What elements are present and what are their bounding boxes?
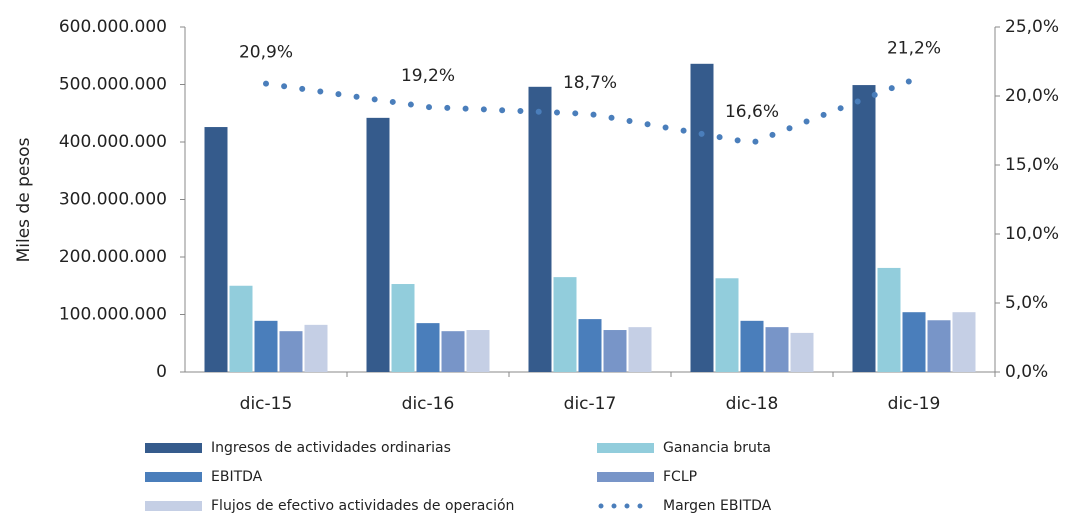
legend-label: FCLP: [663, 469, 697, 485]
bar: [927, 320, 951, 372]
data-label: 19,2%: [401, 66, 455, 86]
y2-tick-label: 5,0%: [1005, 293, 1048, 313]
bar: [578, 319, 602, 372]
bar: [254, 320, 278, 372]
legend-label: Flujos de efectivo actividades de operac…: [211, 498, 514, 514]
legend-label: EBITDA: [211, 469, 263, 485]
line: [263, 76, 917, 147]
y-tick-label: 600.000.000: [59, 17, 167, 37]
legend-swatch: [145, 501, 202, 511]
bar: [229, 285, 253, 372]
x-tick-label: dic-16: [402, 394, 455, 414]
bar: [877, 267, 901, 372]
bar: [715, 278, 739, 372]
bar: [416, 323, 440, 372]
bar: [902, 312, 926, 372]
bar: [553, 277, 577, 372]
data-label: 18,7%: [563, 73, 617, 93]
bar: [952, 312, 976, 372]
y2-tick-label: 25,0%: [1005, 17, 1059, 37]
x-tick-label: dic-19: [888, 394, 941, 414]
legend-swatch: [597, 472, 654, 482]
bar: [603, 330, 627, 372]
data-label: 21,2%: [887, 38, 941, 58]
y-tick-label: 0: [156, 362, 167, 382]
bar: [528, 86, 552, 373]
y-axis-label: Miles de pesos: [14, 137, 34, 262]
bar: [628, 327, 652, 372]
legend-swatch: [145, 472, 202, 482]
y-tick-label: 400.000.000: [59, 132, 167, 152]
x-tick-label: dic-18: [726, 394, 779, 414]
x-tick-label: dic-15: [240, 394, 293, 414]
bar: [366, 117, 390, 372]
y2-tick-label: 0,0%: [1005, 362, 1048, 382]
legend-label: Margen EBITDA: [663, 498, 772, 514]
data-label: 20,9%: [239, 43, 293, 63]
y2-tick-label: 15,0%: [1005, 155, 1059, 175]
y2-tick-label: 10,0%: [1005, 224, 1059, 244]
bar: [204, 127, 228, 372]
y2-tick-label: 20,0%: [1005, 86, 1059, 106]
y-tick-label: 200.000.000: [59, 247, 167, 267]
bar: [790, 332, 814, 372]
bar: [304, 324, 328, 372]
bar: [466, 330, 490, 372]
bar: [391, 284, 415, 372]
y-tick-label: 500.000.000: [59, 75, 167, 95]
y-tick-label: 300.000.000: [59, 190, 167, 210]
legend-swatch: [597, 443, 654, 453]
bar: [852, 85, 876, 372]
bar: [441, 331, 465, 372]
data-label: 16,6%: [725, 102, 779, 122]
bar: [765, 327, 789, 372]
legend-label: Ganancia bruta: [663, 440, 771, 456]
y-tick-label: 100.000.000: [59, 305, 167, 325]
bar: [279, 331, 303, 372]
bar: [740, 320, 764, 372]
legend-label: Ingresos de actividades ordinarias: [211, 440, 451, 456]
legend-swatch: [145, 443, 202, 453]
bar: [690, 63, 714, 373]
x-tick-label: dic-17: [564, 394, 617, 414]
